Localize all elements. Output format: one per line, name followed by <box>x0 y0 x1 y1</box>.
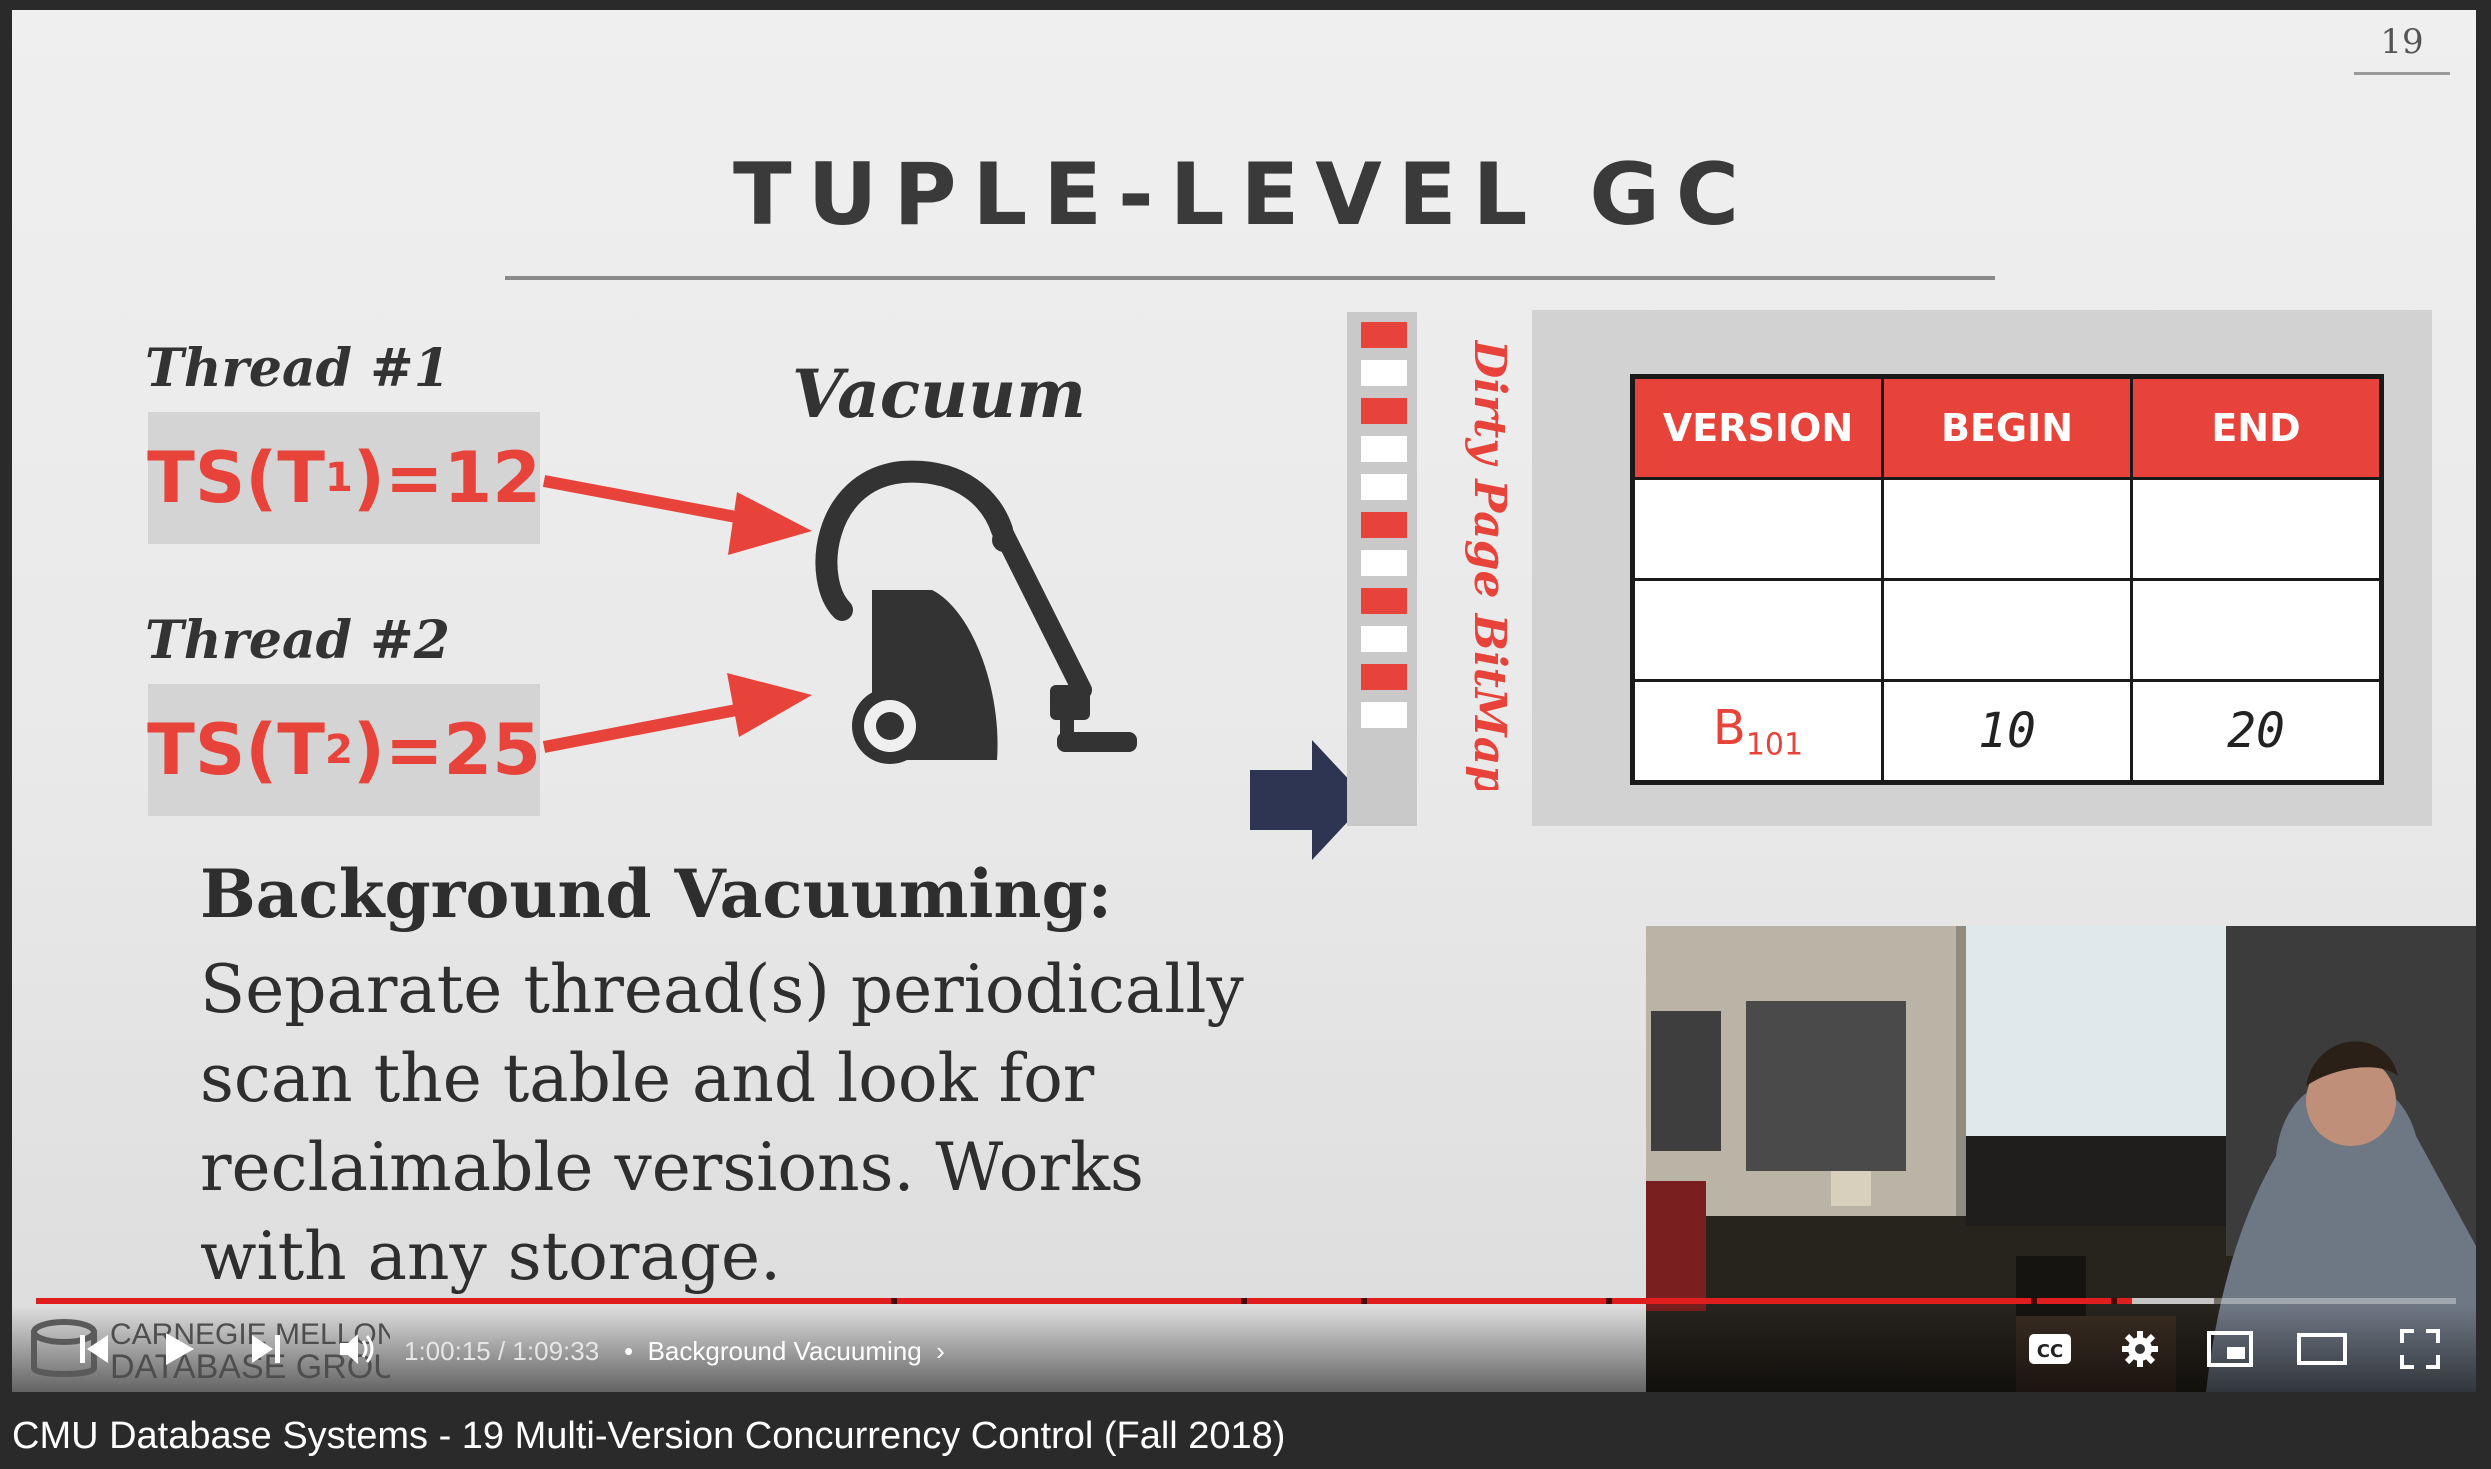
end-cell <box>2130 477 2383 581</box>
fullscreen-icon <box>2400 1329 2440 1369</box>
chapter-marker <box>1606 1298 1612 1304</box>
slide-number: 19 <box>2354 22 2450 75</box>
table-row: B101 10 20 <box>1631 679 2383 784</box>
theater-icon <box>2297 1333 2347 1365</box>
begin-cell <box>1881 578 2133 682</box>
clean-bit-cell <box>1361 360 1407 386</box>
clean-bit-cell <box>1361 474 1407 500</box>
captions-button[interactable]: CC <box>2022 1320 2078 1378</box>
previous-icon <box>80 1335 108 1363</box>
thread2-ts-suffix: )=25 <box>352 709 541 791</box>
table-row <box>1631 578 2383 682</box>
begin-cell <box>1881 477 2133 581</box>
thread1-ts-prefix: TS(T <box>147 437 325 519</box>
vacuum-icon <box>815 460 1137 764</box>
settings-icon <box>2122 1331 2158 1367</box>
dirty-page-bitmap-label: Dirty Page BitMap <box>1457 338 1521 796</box>
next-button[interactable] <box>242 1320 290 1378</box>
vacuum-label: Vacuum <box>792 355 1086 433</box>
thread2-label: Thread #2 <box>145 610 450 671</box>
thread2-arrow-icon <box>542 673 812 753</box>
time-current: 1:00:15 <box>404 1336 491 1366</box>
chapter-marker <box>2031 1298 2037 1304</box>
time-display: 1:00:15 / 1:09:33 <box>404 1336 600 1366</box>
column-header-end: END <box>2130 375 2383 480</box>
play-button[interactable] <box>154 1320 202 1378</box>
chapter-marker <box>2111 1298 2117 1304</box>
thread1-arrow-icon <box>542 475 812 555</box>
theater-mode-button[interactable] <box>2294 1320 2350 1378</box>
next-icon <box>252 1335 280 1363</box>
version-cell <box>1631 578 1884 682</box>
clean-bit-cell <box>1361 702 1407 728</box>
thread-arrows <box>542 475 812 753</box>
play-icon <box>166 1333 194 1365</box>
dirty-bit-cell <box>1361 512 1407 538</box>
column-header-begin: BEGIN <box>1881 375 2133 480</box>
column-header-version: VERSION <box>1631 375 1884 480</box>
dirty-bit-cell <box>1361 588 1407 614</box>
svg-text:DATABASE GROUP: DATABASE GROUP <box>110 1348 390 1386</box>
video-player[interactable]: 19 TUPLE-LEVEL GC Thread #1 TS(T 1)=12 Th… <box>12 10 2476 1392</box>
clean-bit-cell <box>1361 436 1407 462</box>
chapter-marker <box>1361 1298 1367 1304</box>
slide-frame: 19 TUPLE-LEVEL GC Thread #1 TS(T 1)=12 Th… <box>12 10 2476 1392</box>
video-title: CMU Database Systems - 19 Multi-Version … <box>12 1415 1286 1457</box>
chapter-marker <box>891 1298 897 1304</box>
volume-icon <box>340 1334 374 1364</box>
progress-bar[interactable] <box>36 1298 2456 1304</box>
title-divider <box>505 276 1995 280</box>
version-table: VERSION BEGIN END B101 10 <box>1630 374 2384 785</box>
miniplayer-icon <box>2207 1331 2253 1367</box>
begin-cell: 10 <box>1881 679 2133 784</box>
cmu-db-logo: CARNEGIE MELLON DATABASE GROUP <box>30 1314 420 1386</box>
chevron-right-icon: › <box>936 1336 945 1366</box>
clean-bit-cell <box>1361 550 1407 576</box>
fullscreen-button[interactable] <box>2392 1320 2448 1378</box>
slide-title: TUPLE-LEVEL GC <box>732 145 1756 245</box>
end-cell: 20 <box>2130 679 2383 784</box>
settings-button[interactable] <box>2112 1320 2168 1378</box>
dirty-bit-cell <box>1361 398 1407 424</box>
version-cell <box>1631 477 1884 581</box>
thread1-timestamp-box: TS(T 1)=12 <box>147 412 541 544</box>
version-cell: B101 <box>1631 679 1884 784</box>
table-row <box>1631 477 2383 581</box>
dirty-page-bitmap <box>1347 312 1417 826</box>
clean-bit-cell <box>1361 626 1407 652</box>
background-vacuuming-body: Separate thread(s) periodically scan the… <box>200 951 1244 1295</box>
progress-played <box>36 1298 2132 1304</box>
dirty-bit-cell <box>1361 322 1407 348</box>
thread1-ts-sub: 1 <box>325 455 353 501</box>
background-vacuuming-heading: Background Vacuuming: <box>200 855 1112 933</box>
chapter-marker <box>1241 1298 1247 1304</box>
chapter-name: Background Vacuuming <box>647 1336 922 1366</box>
pointer-arrow-icon <box>1250 740 1368 860</box>
dirty-page-bitmap-text: Dirty Page BitMap <box>1464 340 1515 790</box>
thread1-label: Thread #1 <box>145 338 450 399</box>
chapter-title-button[interactable]: • Background Vacuuming › <box>624 1336 945 1366</box>
thread1-ts-suffix: )=12 <box>352 437 541 519</box>
thread2-ts-sub: 2 <box>325 727 353 773</box>
time-total: 1:09:33 <box>512 1336 600 1366</box>
captions-icon: CC <box>2029 1334 2071 1364</box>
previous-button[interactable] <box>70 1320 118 1378</box>
player-controls: CARNEGIE MELLON DATABASE GROUP 1:00:15 /… <box>12 1306 2476 1392</box>
end-cell <box>2130 578 2383 682</box>
table-header-row: VERSION BEGIN END <box>1631 375 2383 480</box>
volume-button[interactable] <box>334 1320 382 1378</box>
svg-text:CC: CC <box>2037 1341 2063 1362</box>
dirty-bit-cell <box>1361 664 1407 690</box>
thread2-ts-prefix: TS(T <box>147 709 325 791</box>
miniplayer-button[interactable] <box>2202 1320 2258 1378</box>
thread2-timestamp-box: TS(T 2)=25 <box>147 684 541 816</box>
